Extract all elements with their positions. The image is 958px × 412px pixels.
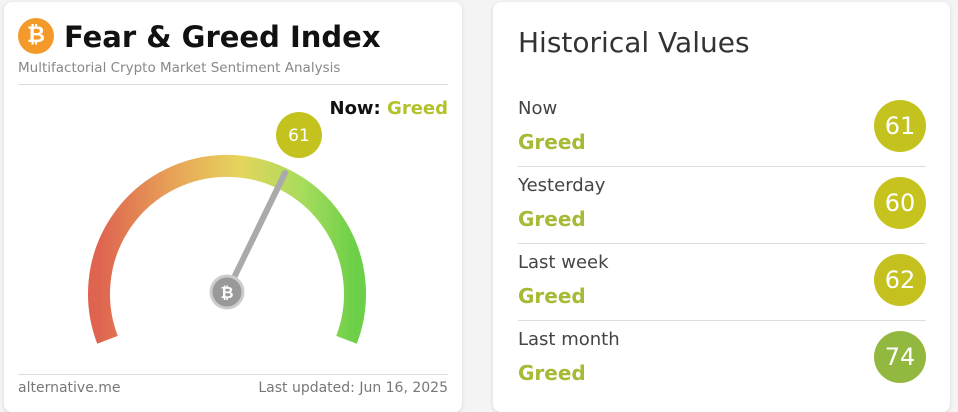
value-badge: 60 [874, 177, 926, 229]
period: Now [518, 98, 558, 119]
divider [18, 84, 448, 85]
hub-icon: ₿ [220, 283, 233, 302]
history-row: Yesterday Greed 60 [518, 167, 926, 244]
subtitle: Multifactorial Crypto Market Sentiment A… [18, 60, 341, 76]
now-classification: Greed [387, 98, 448, 119]
divider [18, 374, 448, 375]
classification: Greed [518, 207, 586, 231]
bitcoin-icon: ₿ [18, 18, 54, 54]
historical-card: Historical Values Now Greed 61 Yesterday Gre… [493, 2, 950, 412]
value-badge: 74 [874, 331, 926, 383]
period: Last week [518, 252, 609, 273]
classification: Greed [518, 284, 586, 308]
history-row: Last month Greed 74 [518, 321, 926, 398]
history-row: Now Greed 61 [518, 90, 926, 167]
source: alternative.me [18, 380, 121, 396]
gauge: ₿ 61 [88, 112, 366, 344]
classification: Greed [518, 361, 586, 385]
period: Last month [518, 329, 620, 350]
historical-title: Historical Values [518, 26, 750, 59]
value-badge [276, 112, 322, 158]
page: ₿ Fear & Greed Index Multifactorial Cryp… [4, 2, 950, 412]
gauge-arc [88, 155, 366, 344]
index-card: ₿ Fear & Greed Index Multifactorial Cryp… [4, 2, 462, 412]
last-updated: Last updated: Jun 16, 2025 [258, 380, 448, 396]
separator [518, 243, 926, 244]
gauge-value: 61 [288, 126, 310, 146]
needle [224, 170, 288, 295]
separator [518, 166, 926, 167]
now-text: Now: [329, 98, 381, 119]
history-row: Last week Greed 62 [518, 244, 926, 321]
now-label: Now: Greed [330, 98, 449, 119]
classification: Greed [518, 130, 586, 154]
value-badge: 62 [874, 254, 926, 306]
period: Yesterday [518, 175, 606, 196]
separator [518, 320, 926, 321]
needle-hub [209, 274, 245, 310]
value-badge: 61 [874, 100, 926, 152]
title: Fear & Greed Index [64, 20, 381, 54]
